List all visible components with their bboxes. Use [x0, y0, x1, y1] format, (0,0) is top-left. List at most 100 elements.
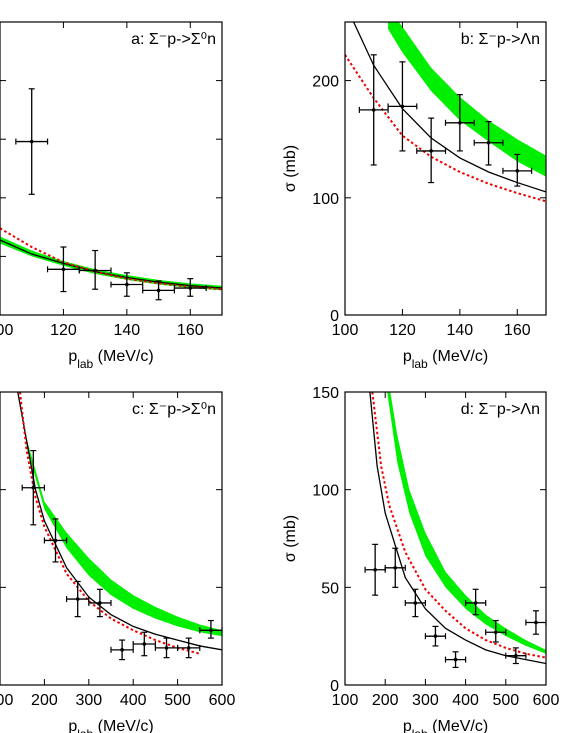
x-tick-label: 100	[332, 322, 359, 339]
plot-frame	[0, 391, 223, 686]
data-point	[88, 588, 112, 618]
data-point	[15, 88, 49, 195]
x-axis-title-main: p	[403, 718, 412, 733]
data-point	[132, 631, 156, 657]
point-marker	[75, 597, 80, 601]
x-axis-title-rest: (MeV/c)	[93, 718, 153, 733]
x-tick-label: 500	[164, 692, 191, 709]
data-point	[525, 610, 547, 635]
data-point	[46, 246, 80, 293]
dotted-curve	[18, 392, 201, 655]
point-marker	[393, 566, 398, 570]
point-marker	[433, 634, 438, 638]
green-band	[26, 438, 222, 637]
data-point	[387, 61, 418, 152]
y-axis-title: σ (mb)	[282, 515, 299, 562]
x-tick-label: 300	[75, 692, 102, 709]
y-axis-title: σ (mb)	[282, 145, 299, 192]
x-axis-title-main: p	[68, 718, 77, 733]
data-point	[110, 639, 134, 661]
panel-label: a: Σ⁻p->Σ⁰n	[131, 31, 216, 48]
point-marker	[93, 268, 97, 273]
data-point	[21, 450, 46, 526]
x-axis-title-sub: lab	[77, 727, 93, 733]
x-tick-label: 160	[177, 322, 204, 339]
panel-label: d: Σ⁻p->Λn	[461, 401, 540, 418]
x-tick-label: 100	[0, 692, 13, 709]
x-tick-label: 160	[504, 322, 531, 339]
x-tick-label: 400	[120, 692, 147, 709]
data-point	[43, 518, 68, 563]
x-axis-title: plab (MeV/c)	[68, 718, 153, 733]
y-tick-label: 50	[321, 580, 339, 597]
green-band	[388, 22, 546, 177]
x-axis-title-sub: lab	[77, 357, 93, 371]
point-marker	[514, 653, 518, 658]
y-tick-label: 0	[330, 308, 339, 325]
data-point	[65, 580, 90, 618]
x-tick-label: 120	[389, 322, 416, 339]
panel-label: c: Σ⁻p->Σ⁰n	[132, 401, 216, 418]
x-tick-label: 200	[31, 692, 58, 709]
data-point	[110, 272, 144, 297]
y-tick-label: 200	[312, 74, 339, 91]
solid-curve	[17, 392, 222, 651]
point-marker	[188, 286, 193, 290]
x-tick-label: 400	[452, 692, 479, 709]
data-point	[465, 588, 487, 616]
x-tick-label: 140	[114, 322, 141, 339]
data-point	[173, 278, 207, 297]
x-axis-title-rest: (MeV/c)	[428, 718, 488, 733]
data-point	[142, 280, 176, 301]
point-marker	[534, 620, 538, 625]
point-marker	[164, 646, 169, 650]
x-axis-title-rest: (MeV/c)	[93, 348, 153, 365]
dotted-curve	[345, 54, 546, 203]
y-tick-label: 100	[312, 483, 339, 500]
plot-frame	[344, 21, 547, 316]
point-marker	[458, 120, 462, 125]
data-point	[78, 249, 112, 290]
point-marker	[515, 169, 520, 173]
x-axis-title-sub: lab	[412, 357, 428, 371]
point-marker	[429, 149, 433, 153]
panel-c: 1002003004005006000000plab (MeV/c)c: Σ⁻p…	[0, 391, 235, 733]
x-tick-label: 100	[0, 322, 13, 339]
panel-d: 100 200 300 400 500 600 0 50 100 150 plab (MeV/c) σ…	[282, 385, 560, 733]
point-marker	[209, 628, 213, 633]
point-marker	[473, 601, 478, 605]
dotted-curve	[371, 392, 546, 659]
panel-label: b: Σ⁻p->Λn	[461, 31, 540, 48]
point-marker	[98, 601, 102, 605]
point-marker	[53, 538, 58, 543]
green-band	[0, 236, 222, 291]
x-axis-title-main: p	[403, 348, 412, 365]
point-marker	[400, 104, 405, 109]
point-marker	[413, 601, 418, 605]
data-point	[404, 588, 426, 618]
x-tick-label: 100	[332, 692, 359, 709]
solid-curve	[0, 239, 222, 289]
data-point	[416, 117, 447, 184]
x-tick-label: 600	[533, 692, 560, 709]
data-point	[444, 651, 467, 669]
panel-a: 100120140160000000plab (MeV/c)a: Σ⁻p->Σ⁰…	[0, 21, 223, 371]
plot-frame	[344, 391, 547, 686]
data-point	[485, 619, 507, 643]
green-band	[387, 392, 546, 654]
x-axis-title: plab (MeV/c)	[403, 348, 488, 371]
y-tick-label: 100	[312, 191, 339, 208]
solid-curve	[369, 392, 546, 665]
data-point	[364, 543, 386, 596]
point-marker	[142, 642, 147, 646]
point-marker	[120, 648, 124, 652]
plot-frame	[0, 21, 223, 316]
x-axis-title: plab (MeV/c)	[403, 718, 488, 733]
x-tick-label: 140	[447, 322, 474, 339]
x-axis-title-sub: lab	[412, 727, 428, 733]
point-marker	[186, 646, 191, 650]
dotted-curve	[0, 227, 222, 291]
x-axis-title: plab (MeV/c)	[68, 348, 153, 371]
data-point	[358, 54, 389, 166]
